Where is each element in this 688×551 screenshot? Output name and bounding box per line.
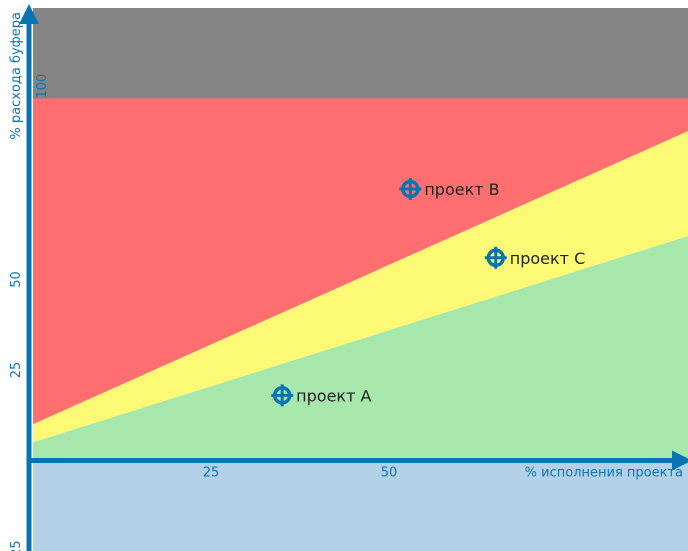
blue-zone [33, 460, 688, 551]
crosshair-icon [399, 178, 422, 200]
project-point: проект A [271, 384, 372, 407]
crosshair-icon [271, 384, 294, 407]
yellow-zone [33, 131, 688, 443]
x-axis-label: % исполнения проекта [525, 466, 683, 481]
y-tick-label: 100 [35, 74, 50, 99]
point-label: проект C [510, 249, 586, 268]
grey-zone [33, 8, 688, 99]
red-zone [33, 98, 688, 425]
y-tick-label: 50 [9, 271, 24, 288]
green-zone [33, 236, 688, 461]
project-point: проект B [399, 178, 500, 200]
y-tick-label: -25 [9, 540, 24, 551]
y-axis-label: % расхода буфера [9, 12, 24, 140]
crosshair-icon [484, 246, 507, 269]
x-tick-label: 25 [203, 466, 220, 481]
point-label: проект A [296, 386, 371, 405]
y-tick-label: 25 [9, 362, 24, 379]
point-label: проект B [424, 180, 499, 199]
project-point: проект C [484, 246, 586, 269]
x-tick-label: 50 [381, 466, 398, 481]
